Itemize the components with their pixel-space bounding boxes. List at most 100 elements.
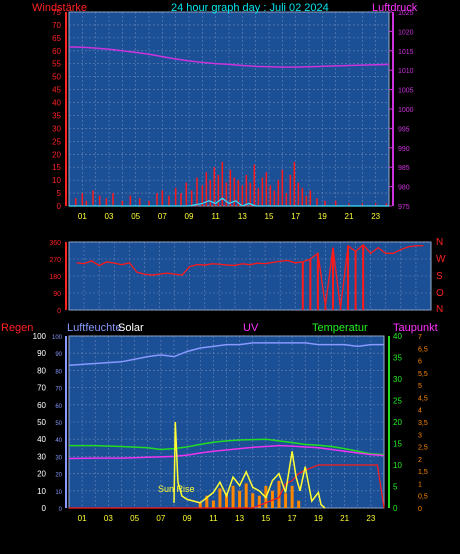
humidity-axis-title: Luftfeuchte [67, 322, 121, 334]
wind-tick-label: 30 [52, 124, 61, 133]
panel2-grid [69, 241, 431, 311]
dewpoint-axis-title: Taupunkt [393, 322, 438, 334]
temperature-line [69, 438, 385, 456]
dewpoint-line [68, 444, 385, 460]
rain-tick-label: 20 [37, 470, 46, 479]
pressure-tick-label: 1000 [398, 107, 414, 114]
humidity-tick-label: 30 [55, 455, 62, 461]
chart-title: 24 hour graph day : Juli 02 2024 [171, 2, 329, 14]
uv-tick-label: 6 [418, 359, 422, 366]
rain-axis-title: Regen [1, 322, 33, 334]
x-tick-label: 09 [185, 212, 194, 221]
uv-tick-label: 6,5 [418, 346, 428, 353]
x-tick-label: 13 [235, 514, 244, 523]
x-tick-label: 11 [212, 212, 221, 221]
wind-tick-label: 20 [52, 150, 61, 159]
x-tick-label: 23 [371, 212, 380, 221]
humidity-tick-label: 0 [59, 507, 63, 513]
pressure-tick-label: 995 [398, 126, 410, 133]
panel1-axes: 0510152025303540455055606570759759809859… [52, 8, 414, 221]
humidity-tick-label: 50 [55, 421, 62, 427]
rain-tick-label: 70 [37, 384, 46, 393]
x-tick-label: 09 [183, 514, 192, 523]
x-tick-label: 05 [130, 514, 139, 523]
uv-tick-label: 0,5 [418, 494, 428, 501]
pressure-tick-label: 980 [398, 185, 410, 192]
rain-tick-label: 100 [33, 332, 47, 341]
wind-tick-label: 65 [52, 34, 61, 43]
wind-tick-label: 40 [52, 99, 61, 108]
uv-tick-label: 1 [418, 481, 422, 488]
direction-tick-label: 90 [53, 291, 61, 298]
rain-tick-label: 40 [37, 435, 46, 444]
temp-tick-label: 25 [393, 397, 402, 406]
rain-tick-label: 10 [37, 487, 46, 496]
temp-tick-label: 20 [393, 418, 402, 427]
direction-tick-label: 360 [49, 240, 61, 247]
x-tick-label: 21 [340, 514, 349, 523]
wind-tick-label: 25 [52, 137, 61, 146]
humidity-tick-label: 40 [55, 438, 62, 444]
pressure-tick-label: 985 [398, 165, 410, 172]
x-tick-label: 21 [345, 212, 354, 221]
temp-tick-label: 15 [393, 440, 402, 449]
pressure-tick-label: 990 [398, 146, 410, 153]
x-tick-label: 01 [78, 514, 87, 523]
x-tick-label: 03 [104, 514, 113, 523]
rain-tick-label: 30 [37, 452, 46, 461]
temp-tick-label: 10 [393, 461, 402, 470]
temp-tick-label: 40 [393, 332, 402, 341]
humidity-tick-label: 80 [55, 369, 62, 375]
x-tick-label: 19 [318, 212, 327, 221]
humidity-tick-label: 10 [55, 490, 62, 496]
uv-tick-label: 5,5 [418, 371, 428, 378]
temp-tick-label: 0 [393, 504, 398, 513]
uv-tick-label: 7 [418, 334, 422, 341]
wind-tick-label: 15 [52, 163, 61, 172]
x-tick-label: 03 [105, 212, 114, 221]
gust-line [69, 197, 389, 207]
wind-tick-label: 45 [52, 86, 61, 95]
sunrise-annotation: Sun Rise [158, 484, 195, 494]
x-tick-label: 23 [366, 514, 375, 523]
uv-tick-label: 3 [418, 432, 422, 439]
rain-line [69, 464, 385, 509]
direction-tick-label: 0 [57, 308, 61, 315]
rain-tick-label: 50 [37, 418, 46, 427]
uv-tick-label: 1,5 [418, 469, 428, 476]
x-tick-label: 15 [261, 514, 270, 523]
temp-tick-label: 35 [393, 354, 402, 363]
rain-tick-label: 80 [37, 366, 46, 375]
pressure-tick-label: 1005 [398, 88, 414, 95]
pressure-tick-label: 975 [398, 204, 410, 211]
uv-tick-label: 4,5 [418, 395, 428, 402]
wind-tick-label: 5 [57, 189, 62, 198]
x-tick-label: 13 [238, 212, 247, 221]
direction-line [76, 243, 424, 309]
compass-label: N [436, 237, 443, 248]
humidity-tick-label: 100 [52, 335, 63, 341]
temp-tick-label: 5 [393, 483, 398, 492]
rain-tick-label: 90 [37, 349, 46, 358]
rain-tick-label: 0 [42, 504, 47, 513]
uv-axis-title: UV [243, 322, 259, 334]
wind-tick-label: 0 [57, 202, 62, 211]
uv-tick-label: 0 [418, 506, 422, 513]
compass-label: S [436, 271, 443, 282]
wind-tick-label: 75 [52, 8, 61, 17]
humidity-tick-label: 70 [55, 387, 62, 393]
wind-tick-label: 55 [52, 60, 61, 69]
wind-tick-label: 60 [52, 47, 61, 56]
humidity-tick-label: 60 [55, 404, 62, 410]
wind-axis-title: Windstärke [32, 2, 87, 14]
pressure-tick-label: 1010 [398, 68, 414, 75]
uv-tick-label: 4 [418, 408, 422, 415]
temperature-axis-title: Temperatur [312, 322, 368, 334]
wind-tick-label: 70 [52, 21, 61, 30]
x-tick-label: 07 [158, 212, 167, 221]
x-tick-label: 05 [131, 212, 140, 221]
temp-tick-label: 30 [393, 375, 402, 384]
panel1-marks [68, 46, 390, 207]
